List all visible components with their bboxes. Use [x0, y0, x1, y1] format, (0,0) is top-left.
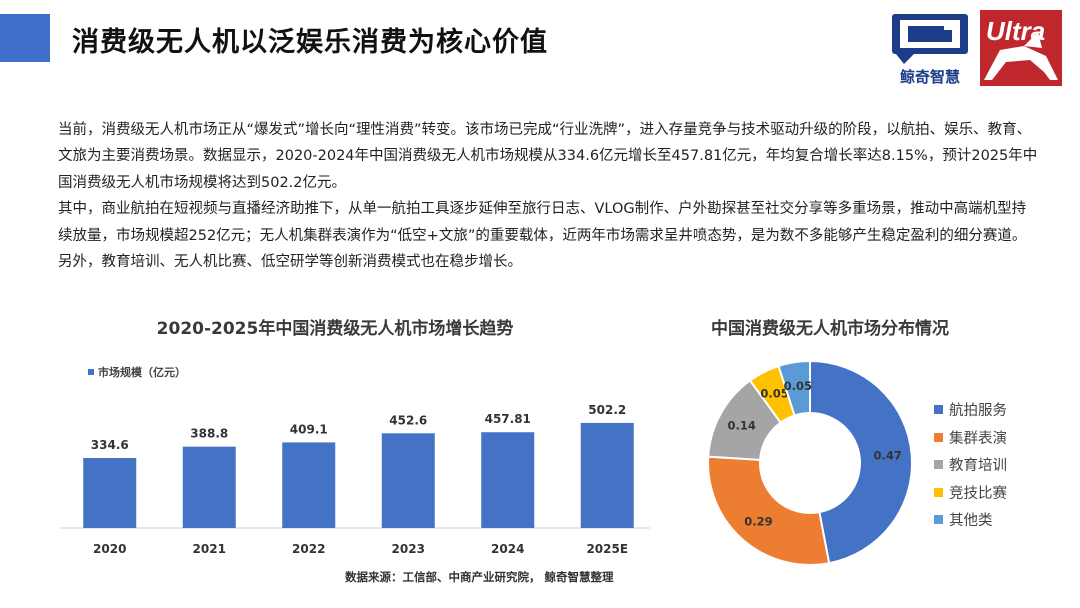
bar-value-label: 457.81 — [485, 412, 531, 426]
bar-value-label: 409.1 — [290, 422, 328, 436]
page-title: 消费级无人机以泛娱乐消费为核心价值 — [72, 27, 548, 58]
legend-swatch — [934, 405, 943, 415]
bar — [381, 433, 435, 528]
corner-accent-block — [0, 14, 50, 62]
bar-legend-label: 市场规模（亿元） — [98, 365, 186, 379]
donut-slice — [809, 360, 913, 565]
bar-chart: 市场规模（亿元） 334.6 2020 388.8 2021 409.1 2022 452.6… — [60, 365, 650, 556]
bar — [282, 442, 336, 528]
donut-slice — [707, 455, 831, 566]
legend-label: 航拍服务 — [949, 403, 1007, 420]
legend-item: 其他类 — [934, 506, 1007, 534]
bar-legend-swatch — [88, 369, 94, 375]
bar — [83, 458, 137, 528]
donut-slice — [777, 360, 811, 417]
slice-value-label: 0.14 — [727, 418, 755, 432]
slice-value-label: 0.05 — [760, 387, 788, 401]
bar-value-label: 452.6 — [389, 413, 427, 427]
source-note: 数据来源：工信部、中商产业研究院， 鲸奇智慧整理 — [345, 570, 614, 584]
legend-swatch — [934, 460, 943, 470]
legend-item: 集群表演 — [934, 424, 1007, 452]
legend-item: 教育培训 — [934, 451, 1007, 479]
pie-chart-title: 中国消费级无人机市场分布情况 — [711, 319, 949, 339]
legend-item: 竞技比赛 — [934, 479, 1007, 507]
bar-chart-title: 2020-2025年中国消费级无人机市场增长趋势 — [156, 319, 514, 339]
x-tick-label: 2022 — [292, 542, 325, 556]
bar-legend: 市场规模（亿元） — [88, 365, 186, 379]
pie-legend: 航拍服务集群表演教育培训竞技比赛其他类 — [934, 396, 1007, 534]
slice-value-label: 0.05 — [784, 379, 812, 393]
x-tick-label: 2020 — [93, 542, 126, 556]
ultra-logo: Ultra — [980, 10, 1062, 86]
body-paragraph-2: 其中，商业航拍在短视频与直播经济助推下，从单一航拍工具逐步延伸至旅行日志、VLO… — [58, 201, 1027, 271]
whale-logo-icon — [892, 14, 968, 64]
bar — [481, 432, 535, 528]
slice-value-label: 0.29 — [744, 515, 772, 529]
legend-label: 教育培训 — [949, 458, 1007, 475]
x-tick-label: 2023 — [392, 542, 425, 556]
ultra-logo-text: Ultra — [986, 16, 1046, 46]
legend-label: 集群表演 — [949, 430, 1007, 447]
x-tick-label: 2021 — [193, 542, 226, 556]
company-logo-name: 鲸奇智慧 — [899, 68, 960, 86]
bar-value-label: 502.2 — [588, 403, 626, 417]
legend-label: 其他类 — [949, 513, 993, 530]
bar — [182, 446, 236, 528]
legend-item: 航拍服务 — [934, 396, 1007, 424]
bar-value-label: 388.8 — [190, 427, 228, 441]
legend-label: 竞技比赛 — [949, 485, 1007, 502]
bar — [580, 422, 634, 528]
body-text: 当前，消费级无人机市场正从“爆发式”增长向“理性消费”转变。该市场已完成“行业洗… — [58, 117, 1038, 275]
x-tick-label: 2024 — [491, 542, 524, 556]
slice-value-label: 0.47 — [873, 449, 901, 463]
x-tick-label: 2025E — [586, 542, 628, 556]
rhino-logo-icon — [980, 10, 1062, 86]
donut-chart: 0.47 0.29 0.14 0.050.05 — [707, 360, 913, 566]
bar-value-label: 334.6 — [91, 438, 129, 452]
legend-swatch — [934, 515, 943, 525]
legend-swatch — [934, 432, 943, 442]
legend-swatch — [934, 487, 943, 497]
company-logo: 鲸奇智慧 — [886, 10, 974, 90]
body-paragraph-1: 当前，消费级无人机市场正从“爆发式”增长向“理性消费”转变。该市场已完成“行业洗… — [58, 122, 1038, 191]
